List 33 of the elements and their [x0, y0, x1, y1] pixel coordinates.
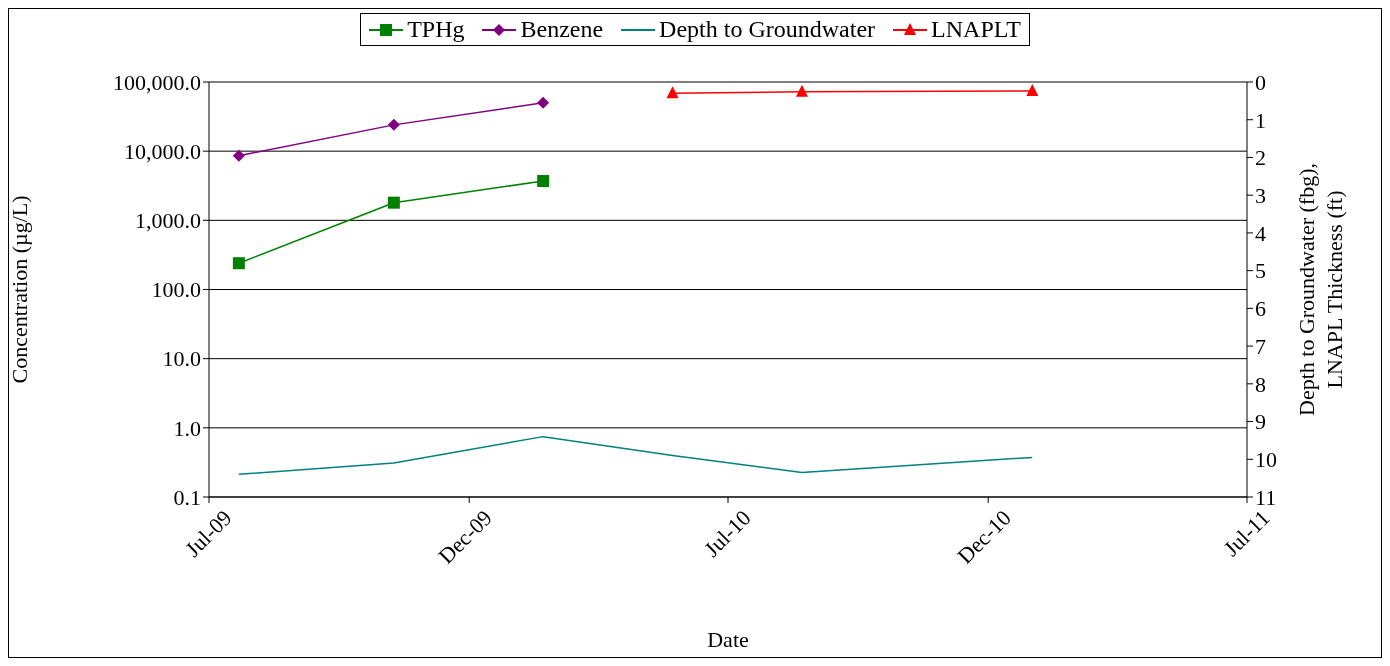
- legend-label: LNAPLT: [931, 16, 1021, 43]
- legend-label: Benzene: [520, 16, 604, 43]
- y-tick-label: 10.0: [162, 346, 201, 372]
- y-axis-title: Concentration (µg/L): [6, 195, 32, 384]
- x-axis-title: Date: [707, 627, 749, 652]
- y2-tick-label: 4: [1255, 220, 1266, 246]
- y2-tick-label: 11: [1255, 484, 1277, 510]
- y2-tick-label: 5: [1255, 258, 1266, 284]
- point: [387, 196, 400, 209]
- y2-tick-label: 1: [1255, 107, 1266, 133]
- y2-axis-title: Depth to Groundwater (fbg), LNAPL Thickness (ft): [1294, 163, 1347, 416]
- y2-tick-label: 3: [1255, 182, 1266, 208]
- y-tick-label: 100,000.0: [113, 69, 201, 95]
- y2-tick-label: 0: [1255, 69, 1266, 95]
- y2-tick-label: 2: [1255, 145, 1266, 171]
- y2-tick-label: 6: [1255, 296, 1266, 322]
- y-tick-label: 100.0: [151, 277, 201, 303]
- y2-tick-label: 8: [1255, 371, 1266, 397]
- line-series: [238, 435, 1034, 476]
- point: [537, 175, 550, 188]
- point: [537, 96, 550, 109]
- legend-label: Depth to Groundwater: [659, 16, 876, 43]
- y2-tick-label: 9: [1255, 409, 1266, 435]
- y-tick-label: 10,000.0: [124, 138, 201, 164]
- point: [232, 149, 245, 162]
- y-tick-label: 0.1: [173, 484, 201, 510]
- y2-tick-label: 7: [1255, 333, 1266, 359]
- point: [387, 118, 400, 131]
- y2-tick-label: 10: [1255, 447, 1277, 473]
- y-tick-label: 1.0: [173, 415, 201, 441]
- point: [232, 257, 245, 270]
- y-tick-label: 1,000.0: [135, 208, 201, 234]
- legend-label: TPHg: [407, 16, 465, 43]
